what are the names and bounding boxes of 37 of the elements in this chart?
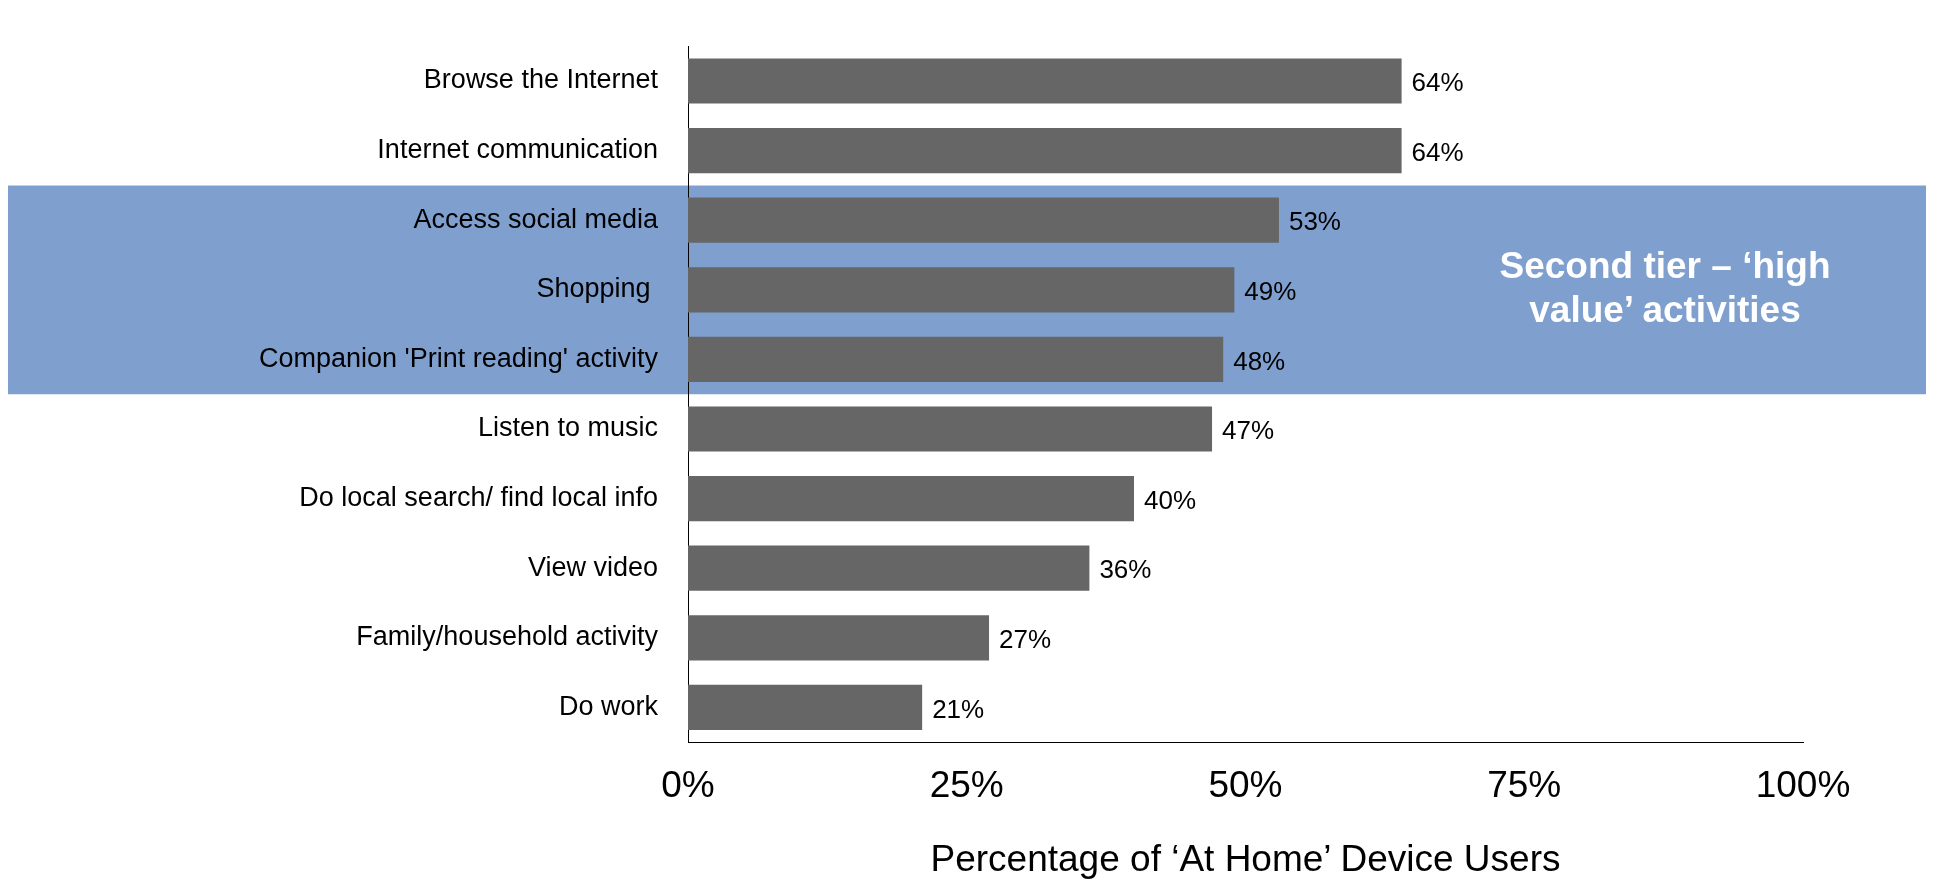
y-tick-label: Browse the Internet: [423, 64, 659, 95]
x-tick-label: 25%: [929, 763, 1004, 805]
data-label: 64%: [1411, 67, 1464, 98]
data-label: 21%: [932, 693, 985, 724]
data-label: 47%: [1222, 415, 1275, 446]
bar: [688, 336, 1224, 383]
x-tick-label: 75%: [1487, 763, 1562, 805]
bar: [688, 197, 1279, 243]
y-tick-label: Internet communication: [377, 134, 658, 165]
data-label: 64%: [1411, 136, 1464, 167]
y-tick-label: Access social media: [413, 203, 659, 234]
data-label: 40%: [1144, 484, 1197, 515]
x-tick-label: 50%: [1208, 763, 1283, 805]
data-label: 48%: [1233, 345, 1286, 376]
bar: [688, 58, 1402, 104]
bar: [688, 545, 1090, 591]
y-tick-label: View video: [527, 551, 658, 582]
band-label: Second tier – ‘high value’ activities: [1499, 245, 1831, 330]
y-tick-label: Family/household activity: [356, 621, 659, 652]
bar: [688, 406, 1213, 452]
bar: [688, 127, 1402, 174]
bar: [688, 684, 923, 731]
data-label: 49%: [1244, 275, 1297, 306]
x-axis-title: Percentage of ‘At Home’ Device Users: [930, 838, 1561, 879]
y-tick-label: Do local search/ find local info: [299, 482, 658, 513]
y-tick-label: Do work: [558, 690, 659, 721]
y-tick-label: Companion 'Print reading' activity: [258, 342, 659, 373]
y-tick-label: Shopping: [536, 273, 658, 304]
bar: [688, 475, 1134, 522]
bar: [688, 615, 990, 661]
x-tick-label: 100%: [1755, 763, 1851, 805]
data-label: 53%: [1288, 206, 1341, 237]
x-tick-label: 0%: [661, 763, 715, 805]
data-label: 27%: [999, 623, 1052, 654]
bar: [688, 267, 1235, 313]
data-label: 36%: [1099, 554, 1152, 585]
y-tick-label: Listen to music: [477, 412, 658, 443]
